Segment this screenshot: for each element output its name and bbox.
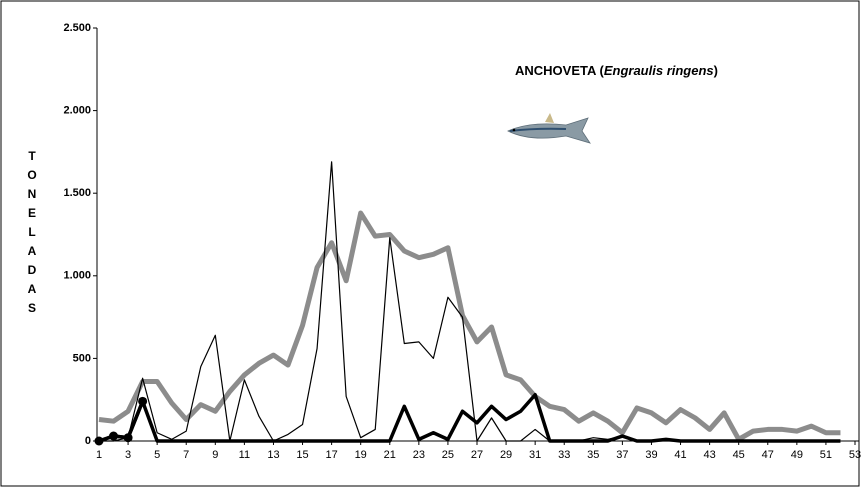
title-main: ANCHOVETA ( (515, 63, 605, 78)
point (94, 436, 104, 446)
y-tick-label: 2.500 (63, 22, 91, 34)
x-tick-label: 43 (703, 449, 715, 461)
x-tick-label: 25 (442, 449, 454, 461)
x-tick-label: 41 (674, 449, 686, 461)
x-tick-label: 35 (587, 449, 599, 461)
title-species: Engraulis ringens (604, 63, 714, 78)
x-tick-label: 27 (471, 449, 483, 461)
x-tick-label: 47 (762, 449, 774, 461)
series-line (98, 210, 841, 442)
x-tick-label: 9 (212, 449, 218, 461)
x-tick-label: 33 (558, 449, 570, 461)
y-tick-label: 1.000 (63, 270, 91, 282)
point (123, 433, 133, 443)
x-tick-label: 19 (355, 449, 367, 461)
x-tick-label: 17 (325, 449, 337, 461)
x-tick-label: 39 (645, 449, 657, 461)
x-tick-label: 15 (296, 449, 308, 461)
x-tick-label: 31 (529, 449, 541, 461)
y-tick-label: 1.500 (63, 187, 91, 199)
series-line (98, 392, 841, 443)
x-tick-label: 1 (96, 449, 102, 461)
x-tick-label: 45 (733, 449, 745, 461)
x-tick-label: 21 (384, 449, 396, 461)
x-tick-label: 49 (791, 449, 803, 461)
point (109, 431, 119, 441)
x-tick-label: 53 (849, 449, 861, 461)
x-tick-label: 5 (154, 449, 160, 461)
x-tick-label: 7 (183, 449, 189, 461)
title-end: ) (714, 63, 718, 78)
x-tick-label: 37 (616, 449, 628, 461)
x-tick-label: 29 (500, 449, 512, 461)
series-line (98, 400, 145, 443)
x-tick-label: 3 (125, 449, 131, 461)
point (138, 396, 148, 406)
x-tick-label: 23 (413, 449, 425, 461)
x-tick-label: 51 (820, 449, 832, 461)
fish-icon (507, 113, 591, 144)
chart-title: ANCHOVETA (Engraulis ringens) (515, 63, 718, 78)
x-tick-label: 13 (267, 449, 279, 461)
y-tick-label: 2.000 (63, 105, 91, 117)
y-tick-label: 0 (85, 435, 91, 447)
y-tick-label: 500 (73, 352, 91, 364)
y-axis-label: TONELADAS (27, 149, 37, 315)
x-tick-label: 11 (239, 449, 250, 461)
